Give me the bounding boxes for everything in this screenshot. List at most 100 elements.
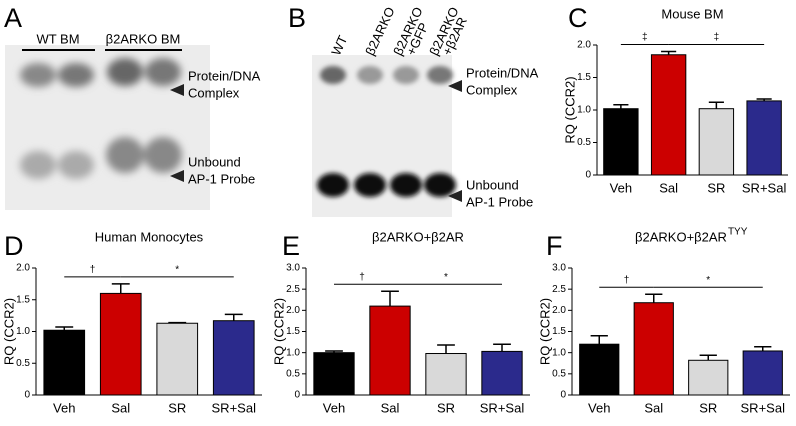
x-tick-label: Sal [111, 400, 130, 415]
y-tick-label: 1.5 [552, 326, 566, 337]
error-bar [325, 350, 343, 353]
x-tick-label: SR [168, 400, 186, 415]
chart-title: Human Monocytes [95, 229, 204, 244]
y-tick-label: 2.0 [16, 263, 30, 274]
error-bar [111, 283, 130, 294]
y-tick-label: 0.5 [16, 358, 30, 369]
x-tick-label: Veh [53, 400, 75, 415]
bar [43, 329, 86, 396]
bar [698, 108, 735, 176]
lane-label: WT BM [36, 31, 79, 46]
chart-title: β2ARKO+β2AR [372, 229, 464, 244]
error-bar [699, 354, 717, 361]
x-tick-label: SR+Sal [480, 400, 525, 415]
panel-letter: E [282, 231, 300, 261]
panel-letter: C [568, 3, 588, 33]
y-tick-label: 0 [560, 390, 566, 401]
error-bar [493, 343, 511, 352]
y-tick-label: 0.5 [577, 137, 591, 148]
y-axis-label: RQ (CCR2) [271, 298, 286, 365]
band-label: Protein/DNA [466, 65, 539, 80]
y-tick-label: 1.0 [16, 326, 30, 337]
bar [369, 305, 411, 396]
x-tick-label: Sal [381, 400, 400, 415]
bar [603, 108, 639, 176]
lane-label: β2ARKO BM [106, 31, 181, 46]
panel-letter: F [546, 231, 563, 261]
x-tick-label: Sal [659, 180, 678, 195]
y-tick-label: 1.5 [577, 72, 591, 83]
y-tick-label: 3.0 [286, 263, 300, 274]
arrow [448, 190, 462, 202]
panel-letter: A [4, 3, 22, 33]
y-tick-label: 0 [294, 390, 300, 401]
gel-bands [317, 66, 456, 197]
x-tick-label: SR+Sal [741, 400, 786, 415]
bar [313, 352, 355, 396]
error-bar [661, 50, 677, 55]
bar [746, 100, 782, 176]
band-label: Protein/DNA [188, 68, 261, 83]
error-bar [645, 293, 663, 303]
y-tick-label: 1.5 [286, 326, 300, 337]
error-bar [754, 345, 772, 351]
chart-title-superscript: TYY [728, 227, 748, 238]
band-label: Complex [466, 82, 518, 97]
error-bar [55, 326, 74, 331]
error-bar [756, 98, 772, 101]
chart-title: β2ARKO+β2AR [635, 229, 727, 244]
band-label: AP-1 Probe [466, 194, 533, 209]
y-tick-label: 2.0 [577, 40, 591, 51]
y-tick-label: 2.5 [286, 284, 300, 295]
gel-b: B WT β2ARKO β2ARKO +GFP β2ARKO +β2AR Pro… [288, 3, 539, 217]
x-tick-label: SR [707, 180, 725, 195]
error-bar [168, 321, 187, 324]
bar [633, 302, 674, 396]
y-tick-label: 1.0 [577, 105, 591, 116]
y-tick-label: 0.5 [286, 368, 300, 379]
y-tick-label: 2.0 [286, 305, 300, 316]
significance-mark: * [175, 265, 179, 276]
y-axis-label: RQ (CCR2) [562, 76, 577, 143]
x-tick-label: Veh [323, 400, 345, 415]
significance-mark: ‡ [714, 32, 720, 43]
band-label: Unbound [466, 177, 519, 192]
y-tick-label: 1.5 [16, 294, 30, 305]
bar [481, 350, 523, 396]
band-label: Unbound [188, 154, 241, 169]
significance-mark: † [359, 272, 365, 283]
significance-mark: * [706, 275, 710, 286]
y-tick-label: 1.0 [552, 347, 566, 358]
y-tick-label: 0 [585, 170, 591, 181]
bar [156, 322, 199, 396]
panel-letter: D [4, 231, 24, 261]
panel-letter: B [288, 3, 306, 33]
error-bar [224, 313, 243, 321]
bar [212, 320, 255, 396]
bar [99, 292, 142, 396]
arrow [448, 80, 462, 92]
gel-a: A WT BM β2ARKO BM Protein/DNA Complex Un… [4, 3, 261, 210]
error-bar [590, 334, 608, 345]
x-tick-label: SR [437, 400, 455, 415]
band-label: Complex [188, 85, 240, 100]
band-label: AP-1 Probe [188, 171, 255, 186]
y-tick-label: 0.5 [552, 368, 566, 379]
bar [425, 353, 467, 396]
y-tick-label: 0 [24, 390, 30, 401]
significance-mark: † [90, 265, 96, 276]
significance-mark: † [624, 275, 630, 286]
y-axis-label: RQ (CCR2) [537, 298, 552, 365]
error-bar [381, 290, 399, 307]
y-tick-label: 3.0 [552, 263, 566, 274]
bar [650, 54, 687, 176]
x-tick-label: Veh [610, 180, 632, 195]
error-bar [708, 101, 724, 109]
y-tick-label: 1.0 [286, 347, 300, 358]
x-tick-label: Veh [588, 400, 610, 415]
y-axis-label: RQ (CCR2) [1, 298, 16, 365]
error-bar [437, 344, 455, 354]
y-tick-label: 2.0 [552, 305, 566, 316]
bar [579, 343, 620, 396]
x-tick-label: Sal [644, 400, 663, 415]
